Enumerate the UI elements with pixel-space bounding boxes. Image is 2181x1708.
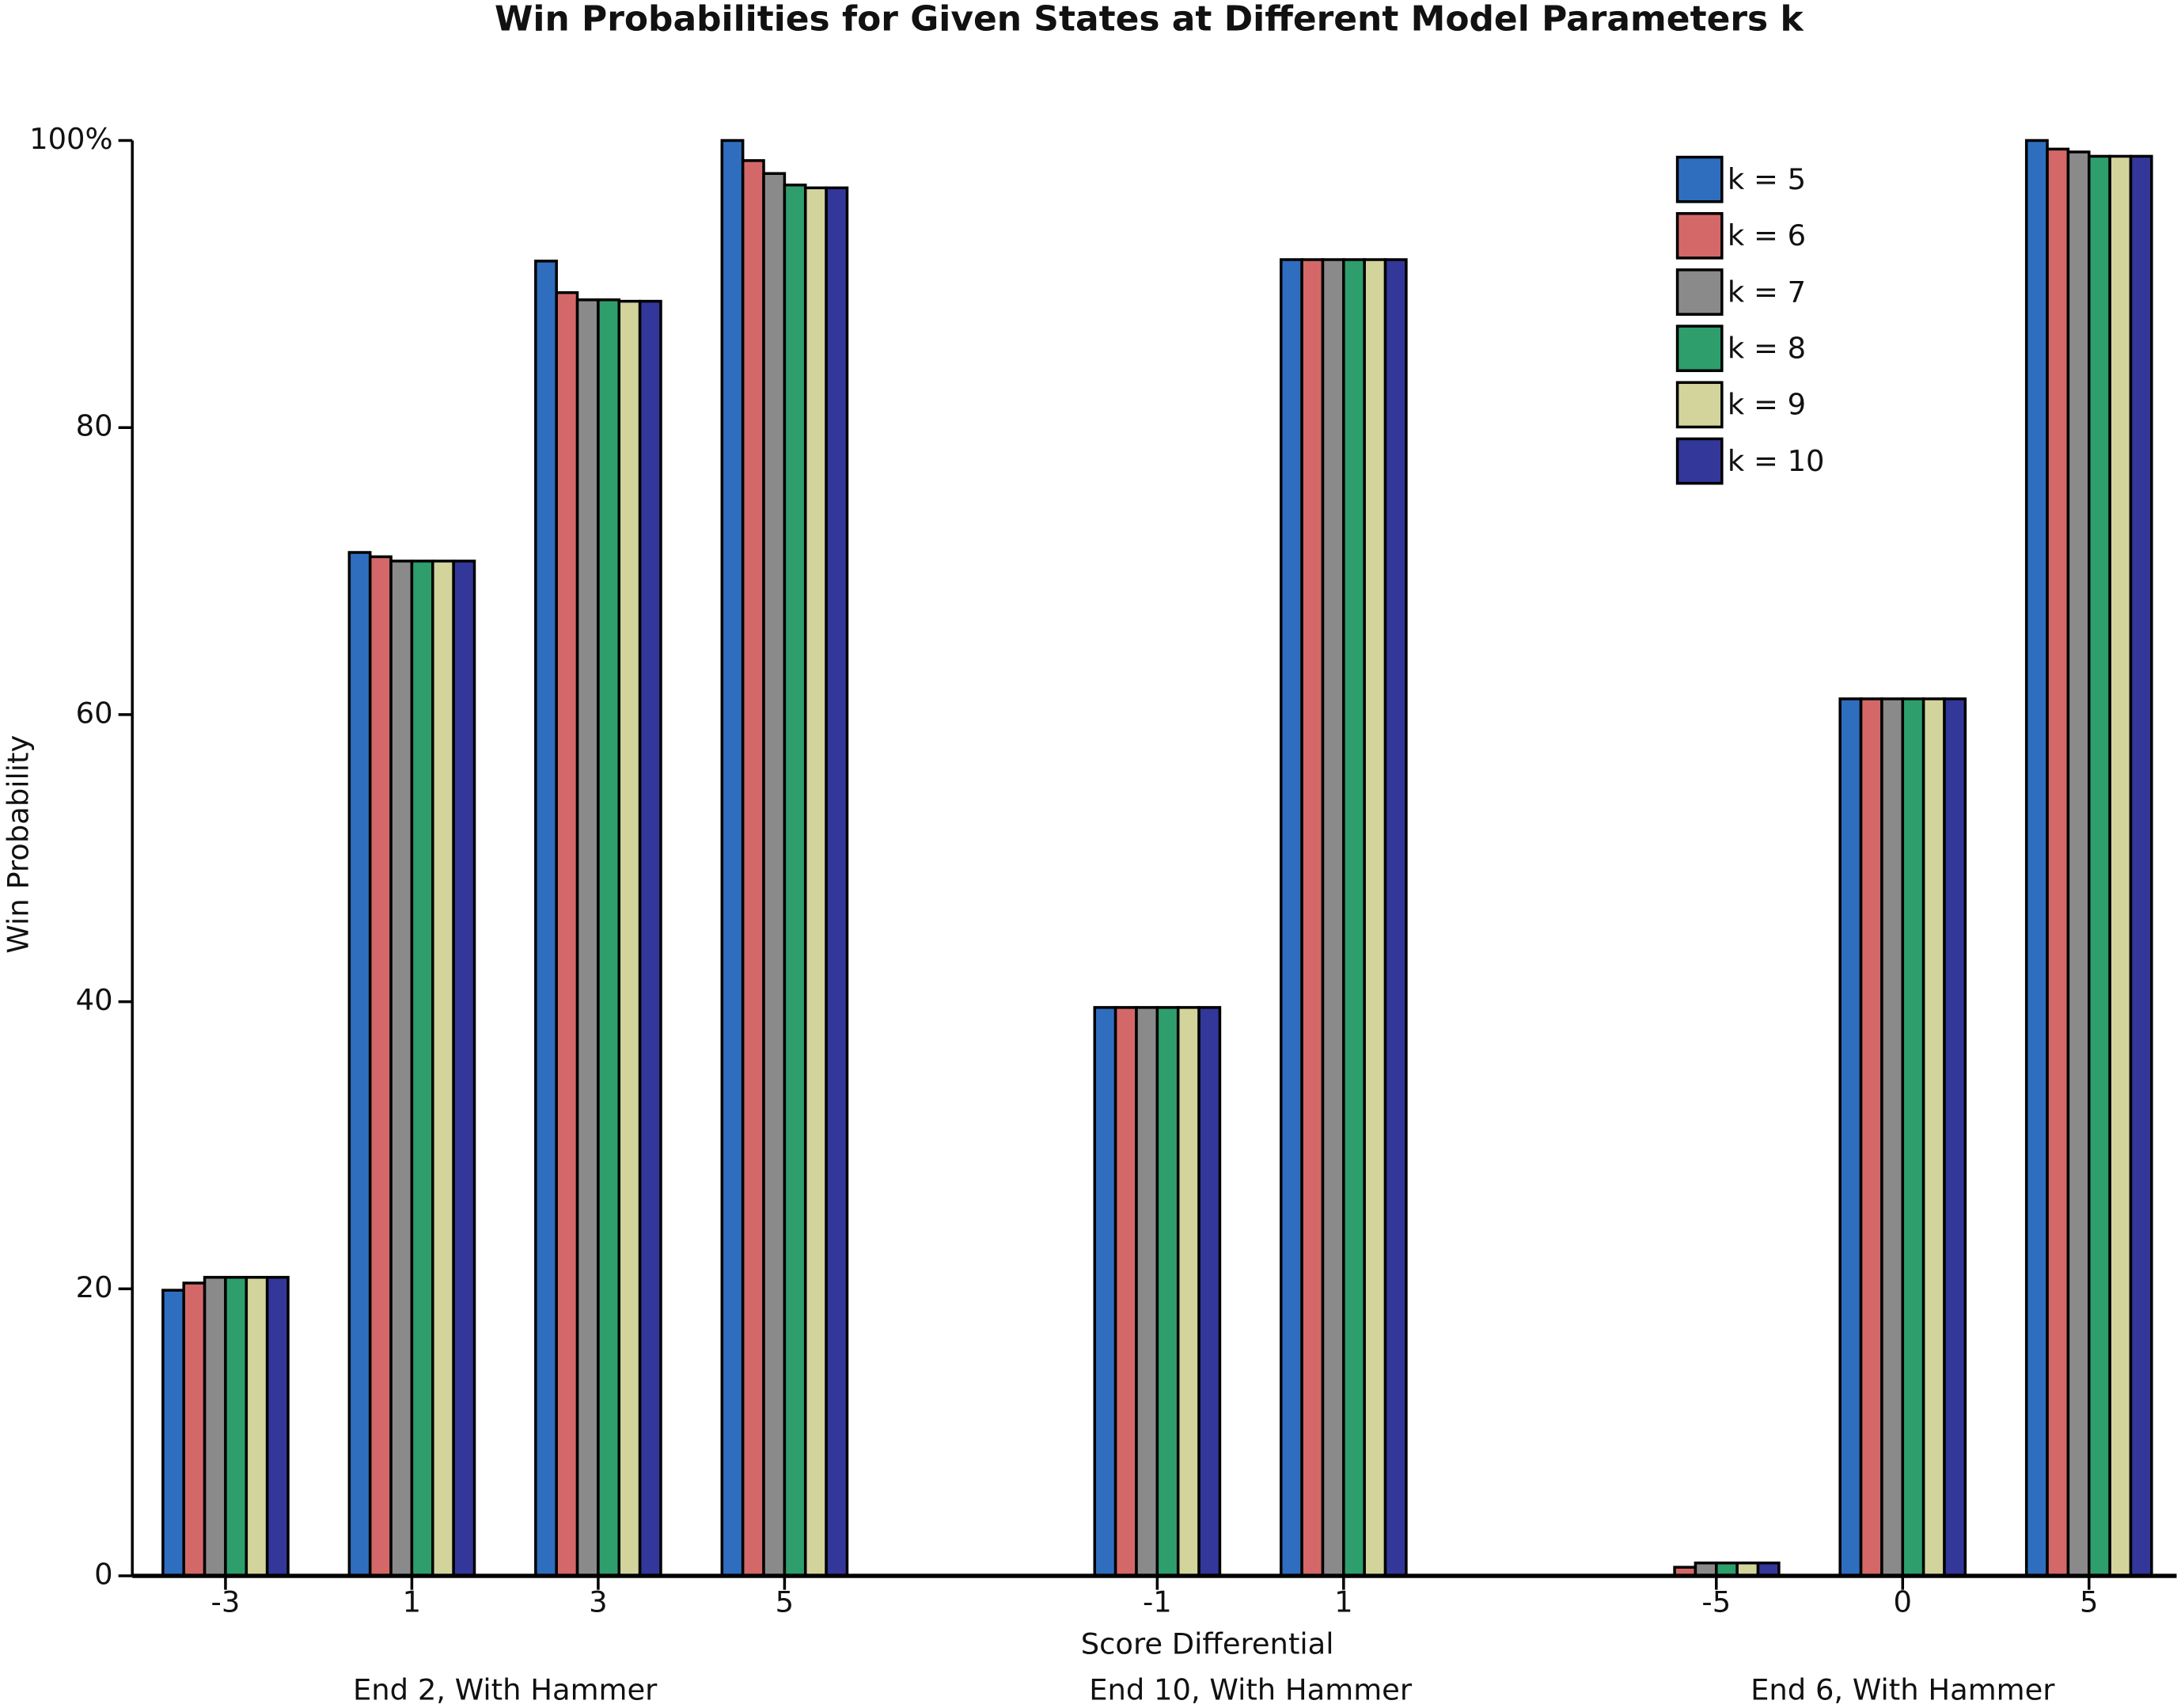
y-tick-label: 20 <box>76 1270 113 1304</box>
bar <box>825 186 849 1577</box>
bar <box>161 1289 185 1577</box>
bar <box>555 290 579 1577</box>
bar <box>1921 697 1946 1577</box>
bar <box>783 183 807 1577</box>
x-tick-label: 0 <box>1894 1585 1912 1619</box>
y-tick-label: 100% <box>29 122 112 156</box>
legend-swatch <box>1675 325 1724 373</box>
legend-label: k = 10 <box>1728 444 1825 478</box>
bar <box>534 260 558 1577</box>
bar <box>2108 154 2133 1577</box>
group-label: End 10, With Hammer <box>1089 1672 1413 1706</box>
x-tick-label: 5 <box>2080 1585 2098 1619</box>
bar <box>741 159 765 1577</box>
x-tick-label: -1 <box>1143 1585 1172 1619</box>
bar <box>597 298 621 1577</box>
bar <box>1176 1006 1200 1577</box>
x-tick-label: 1 <box>1334 1585 1352 1619</box>
x-tick-label: -5 <box>1701 1585 1731 1619</box>
legend-swatch <box>1675 437 1724 485</box>
y-tick-label: 40 <box>76 983 113 1017</box>
bar <box>1135 1006 1159 1577</box>
bar <box>410 560 434 1577</box>
y-tick-label: 0 <box>94 1558 112 1592</box>
bar <box>431 560 455 1577</box>
group-label: End 2, With Hammer <box>353 1672 658 1706</box>
bar <box>452 560 476 1577</box>
bar <box>182 1281 207 1577</box>
bar <box>1859 697 1883 1577</box>
x-tick-label: 3 <box>589 1585 607 1619</box>
y-tick-label: 80 <box>76 409 113 443</box>
legend-label: k = 6 <box>1728 218 1806 252</box>
bar <box>245 1276 269 1577</box>
bar <box>389 560 414 1577</box>
bar <box>1279 258 1303 1577</box>
legend-label: k = 8 <box>1728 331 1806 365</box>
bar <box>803 186 828 1577</box>
bar <box>1113 1006 1138 1577</box>
bar <box>1300 258 1325 1577</box>
bar <box>2024 139 2049 1577</box>
bar <box>2046 147 2070 1577</box>
bar <box>1838 697 1863 1577</box>
legend-swatch <box>1675 155 1724 203</box>
bar <box>1155 1006 1180 1577</box>
legend-label: k = 7 <box>1728 275 1806 309</box>
bar <box>1901 697 1925 1577</box>
legend-swatch <box>1675 268 1724 316</box>
bar <box>265 1276 290 1577</box>
bar <box>1943 697 1967 1577</box>
bar <box>2088 154 2111 1577</box>
bar <box>1880 697 1905 1577</box>
bar <box>2066 150 2091 1577</box>
bar <box>2129 154 2153 1577</box>
y-axis-label: Win Probability <box>1 735 35 954</box>
chart-title: Win Probabilities for Given States at Di… <box>495 0 1805 39</box>
bar <box>1197 1006 1222 1577</box>
bar <box>575 298 600 1577</box>
x-tick-label: -3 <box>211 1585 241 1619</box>
x-tick-label: 1 <box>403 1585 421 1619</box>
bar <box>762 172 787 1577</box>
bar <box>368 555 393 1577</box>
bar <box>203 1276 227 1577</box>
legend-swatch <box>1675 211 1724 260</box>
bar <box>720 139 745 1577</box>
legend-label: k = 9 <box>1728 388 1806 422</box>
bar <box>1383 258 1408 1577</box>
bar <box>638 299 662 1577</box>
bar <box>224 1276 248 1577</box>
bar <box>1363 258 1387 1577</box>
bar <box>347 551 372 1577</box>
group-label: End 6, With Hammer <box>1750 1672 2055 1706</box>
legend-label: k = 5 <box>1728 162 1806 196</box>
x-axis-label: Score Differential <box>1081 1626 1334 1661</box>
legend-swatch <box>1675 381 1724 429</box>
bar <box>1093 1006 1117 1577</box>
bar <box>1342 258 1366 1577</box>
bar <box>1321 258 1345 1577</box>
bar <box>617 299 642 1577</box>
y-tick-label: 60 <box>76 696 113 730</box>
x-tick-label: 5 <box>776 1585 794 1619</box>
